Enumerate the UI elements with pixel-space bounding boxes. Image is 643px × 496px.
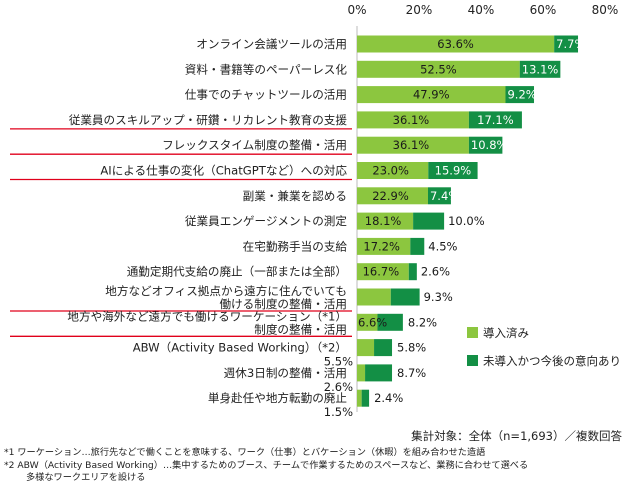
footnote-2-continued: 多様なワークエリアを設ける xyxy=(26,472,146,483)
bar-implemented xyxy=(357,35,555,53)
x-tick-label: 40% xyxy=(468,3,495,17)
bar-intended xyxy=(365,364,393,382)
data-label-intended: 4.5% xyxy=(428,239,457,253)
x-tick-label: 0% xyxy=(347,3,366,17)
data-label-implemented: 52.5% xyxy=(420,62,457,76)
category-label: 地方や海外など遠方でも働けるワーケーション（*1） xyxy=(67,309,347,323)
category-label: 従業員のスキルアップ・研鑽・リカレント教育の支援 xyxy=(69,113,348,127)
bar-intended xyxy=(427,187,451,205)
bar-implemented xyxy=(357,237,411,255)
bar-intended xyxy=(410,237,425,255)
legend-swatch-implemented xyxy=(467,327,478,338)
data-label-implemented: 1.5% xyxy=(324,405,353,419)
data-label-implemented: 6.6% xyxy=(358,315,387,329)
bar-implemented xyxy=(357,313,378,331)
bar-intended xyxy=(390,288,420,306)
category-label: 在宅勤務手当の支給 xyxy=(243,239,348,253)
category-label: 資料・書籍等のペーパーレス化 xyxy=(185,62,348,76)
data-label-intended: 17.1% xyxy=(477,113,514,127)
data-label-implemented: 36.1% xyxy=(393,138,430,152)
bar-implemented xyxy=(357,339,375,357)
x-tick-label: 20% xyxy=(406,3,433,17)
category-label: 副業・兼業を認める xyxy=(243,189,347,203)
data-label-intended: 7.4% xyxy=(430,189,459,203)
bar-implemented xyxy=(357,263,409,281)
data-label-intended: 8.7% xyxy=(397,366,426,380)
bar-implemented xyxy=(357,86,506,104)
data-label-intended: 15.9% xyxy=(435,164,472,178)
data-label-implemented: 36.1% xyxy=(393,113,430,127)
footnote-2: *2 ABW（Activity Based Working）…集中するためのブー… xyxy=(4,459,529,471)
bar-implemented xyxy=(357,187,428,205)
category-label: AIによる仕事の変化（ChatGPTなど）への対応 xyxy=(100,164,347,178)
data-label-implemented: 23.0% xyxy=(372,164,409,178)
data-label-implemented: 63.6% xyxy=(437,37,474,51)
x-tick-label: 60% xyxy=(530,3,557,17)
category-label: 通勤定期代支給の廃止（一部または全部） xyxy=(127,265,347,279)
chart-annotation: 集計対象：全体（n=1,693）／複数回答 xyxy=(411,429,622,443)
data-label-intended: 10.0% xyxy=(448,214,485,228)
legend-label-intended: 未導入かつ今後の意向あり xyxy=(483,354,621,368)
data-label-intended: 2.6% xyxy=(421,265,450,279)
bar-implemented xyxy=(357,389,362,407)
data-label-intended: 13.1% xyxy=(522,62,559,76)
bar-implemented xyxy=(357,162,429,179)
data-label-implemented: 47.9% xyxy=(413,88,450,102)
data-label-intended: 2.4% xyxy=(374,391,403,405)
bar-intended xyxy=(519,60,561,78)
category-label: 制度の整備・活用 xyxy=(254,322,347,336)
data-label-implemented: 17.2% xyxy=(363,239,400,253)
bar-intended xyxy=(361,389,370,407)
category-label: 従業員エンゲージメントの測定 xyxy=(185,214,347,228)
legend-label-implemented: 導入済み xyxy=(483,326,529,340)
category-label: 単身赴任や地方転勤の廃止 xyxy=(208,391,347,405)
category-label: 地方などオフィス拠点から遠方に住んでいても xyxy=(105,284,347,298)
bar-intended xyxy=(554,35,579,53)
data-label-intended: 10.8% xyxy=(471,138,508,152)
data-label-implemented: 2.6% xyxy=(324,380,353,394)
data-label-implemented: 5.5% xyxy=(324,355,353,369)
bar-intended xyxy=(374,339,393,357)
bar-intended xyxy=(505,86,535,104)
data-label-intended: 9.3% xyxy=(424,290,453,304)
footnote-1: *1 ワーケーション…旅行先などで働くことを意味する、ワーク（仕事）とバケーショ… xyxy=(4,447,486,458)
bar-intended xyxy=(428,162,478,179)
bar-implemented xyxy=(357,364,366,382)
x-tick-label: 80% xyxy=(592,3,619,17)
data-label-intended: 7.7% xyxy=(556,37,585,51)
stacked-bar-chart: 0% 20% 40% 60% 80% オンライン会議ツールの活用 63.6% 7.7% 資料・書… xyxy=(10,3,622,443)
category-label: 週休3日制の整備・活用 xyxy=(224,366,347,380)
bar-intended xyxy=(408,263,417,281)
bar-implemented xyxy=(357,136,469,154)
footnotes: *1 ワーケーション…旅行先などで働くことを意味する、ワーク（仕事）とバケーショ… xyxy=(4,447,640,485)
bar-intended xyxy=(468,136,503,154)
category-label: オンライン会議ツールの活用 xyxy=(196,37,347,51)
legend-swatch-intended xyxy=(467,355,478,366)
bar-implemented xyxy=(357,212,414,230)
data-label-intended: 9.2% xyxy=(507,88,536,102)
data-label-intended: 8.2% xyxy=(408,315,437,329)
category-label: 仕事でのチャットツールの活用 xyxy=(185,88,347,102)
category-label: ABW（Activity Based Working）（*2） xyxy=(133,341,347,355)
bar-implemented xyxy=(357,60,520,78)
data-label-intended: 5.8% xyxy=(397,341,426,355)
data-label-implemented: 18.1% xyxy=(365,214,402,228)
category-label: 働ける制度の整備・活用 xyxy=(219,297,347,311)
bar-implemented xyxy=(357,288,391,306)
bar-intended xyxy=(413,212,445,230)
data-label-implemented: 16.7% xyxy=(363,265,400,279)
category-label: フレックスタイム制度の整備・活用 xyxy=(162,138,347,152)
bar-intended xyxy=(377,313,403,331)
bar-implemented xyxy=(357,111,469,129)
bar-intended xyxy=(468,111,522,129)
data-label-implemented: 22.9% xyxy=(372,189,409,203)
